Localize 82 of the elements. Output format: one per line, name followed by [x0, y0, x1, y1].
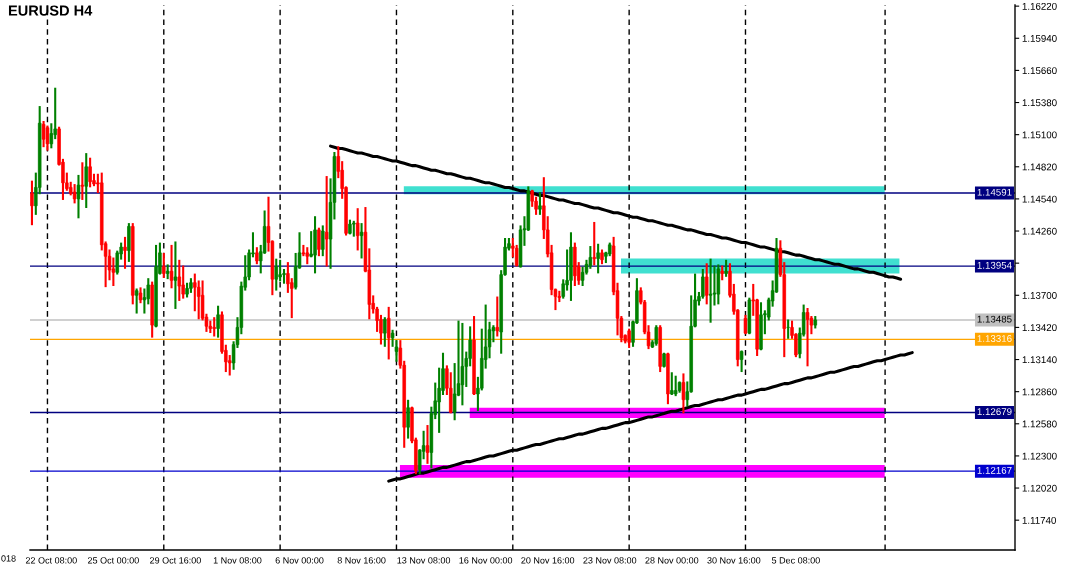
candlestick: [30, 180, 34, 226]
candlestick: [317, 227, 321, 257]
ref-line-label: 1.14591: [977, 188, 1012, 196]
y-tick-label: 1.15940: [1022, 35, 1057, 42]
candlestick: [41, 120, 46, 148]
x-tick-label: 13 Nov 08:00: [397, 557, 451, 564]
candlestick: [352, 220, 356, 237]
candlestick: [165, 264, 170, 280]
y-tick-label: 1.16220: [1022, 2, 1057, 10]
candlestick: [216, 305, 220, 338]
candlestick: [386, 306, 391, 360]
y-tick-label: 1.12020: [1022, 484, 1057, 492]
candlestick: [805, 308, 810, 367]
candlestick: [123, 236, 127, 269]
candlestick: [212, 317, 216, 337]
candlestick: [592, 221, 596, 266]
y-tick-label: 1.15380: [1022, 99, 1057, 107]
x-tick-label: 25 Oct 00:00: [87, 557, 139, 564]
candlestick: [406, 399, 410, 439]
y-tick-label: 1.13140: [1022, 356, 1057, 364]
ref-line-label: 1.12679: [977, 408, 1012, 416]
candlestick: [278, 259, 282, 282]
text: 018: [1, 555, 16, 562]
x-tick-label: 22 Oct 08:00: [25, 557, 77, 564]
candlestick: [759, 302, 763, 351]
candlestick: [716, 264, 721, 305]
candlestick: [274, 258, 278, 291]
y-tick-label: 1.15660: [1022, 67, 1057, 75]
x-tick-label: 6 Nov 00:00: [275, 557, 324, 564]
candlestick: [45, 125, 50, 151]
candlestick: [739, 350, 744, 373]
x-tick-label: 30 Nov 16:00: [707, 557, 761, 564]
candlestick: [460, 322, 465, 406]
candlestick: [80, 162, 85, 200]
x-tick-label: 23 Nov 08:00: [583, 557, 637, 564]
candlestick: [173, 241, 178, 309]
candlestick: [538, 192, 542, 215]
y-tick-label: 1.13420: [1022, 324, 1057, 332]
candlestick: [321, 225, 325, 257]
candlestick: [724, 259, 728, 277]
candlestick: [600, 249, 604, 265]
y-tick-label: 1.15100: [1022, 131, 1057, 139]
x-tick-label: 16 Nov 00:00: [459, 557, 513, 564]
y-tick-label: 1.12580: [1022, 420, 1057, 428]
y-tick-label: 1.11740: [1022, 516, 1056, 524]
candlestick: [654, 325, 659, 346]
y-tick-label: 1.14820: [1022, 163, 1057, 171]
candlestick: [162, 252, 166, 278]
candlestick: [681, 373, 686, 414]
candlestick: [355, 208, 360, 251]
candlestick: [708, 258, 713, 323]
y-tick-label: 1.12300: [1022, 452, 1057, 460]
ref-line-label: 1.13954: [977, 261, 1012, 269]
candlestick: [88, 157, 92, 188]
y-tick-label: 1.14540: [1022, 195, 1057, 203]
candlestick: [596, 243, 600, 274]
candlestick: [673, 375, 678, 397]
ref-line-label: 1.13316: [977, 335, 1012, 342]
x-tick-label: 8 Nov 16:00: [337, 557, 386, 564]
candlestick: [84, 153, 88, 208]
x-tick-label: 5 Dec 08:00: [771, 557, 820, 564]
x-tick-label: 20 Nov 16:00: [521, 557, 575, 564]
candlestick: [569, 232, 573, 301]
x-tick-label: 29 Oct 16:00: [150, 557, 201, 564]
y-tick-label: 1.14260: [1022, 227, 1057, 235]
candlestick: [324, 176, 329, 267]
y-tick-label: 1.12860: [1022, 388, 1057, 396]
ref-line-label: 1.12167: [977, 466, 1012, 474]
candlestick: [670, 372, 674, 395]
candlestick: [177, 259, 182, 301]
candlestick: [134, 288, 139, 314]
x-tick-label: 28 Nov 00:00: [645, 557, 699, 564]
candlestick: [495, 296, 500, 337]
candlestick: [76, 174, 81, 219]
candlestick: [169, 244, 174, 289]
x-tick-label: 1 Nov 08:00: [213, 557, 262, 564]
candlestick: [383, 317, 387, 347]
candlestick: [704, 263, 709, 305]
chart-title: EURUSD H4: [8, 5, 93, 16]
candlestick: [425, 425, 430, 464]
y-tick-label: 1.13700: [1022, 292, 1057, 299]
ref-line-label: 1.13485: [977, 315, 1012, 323]
